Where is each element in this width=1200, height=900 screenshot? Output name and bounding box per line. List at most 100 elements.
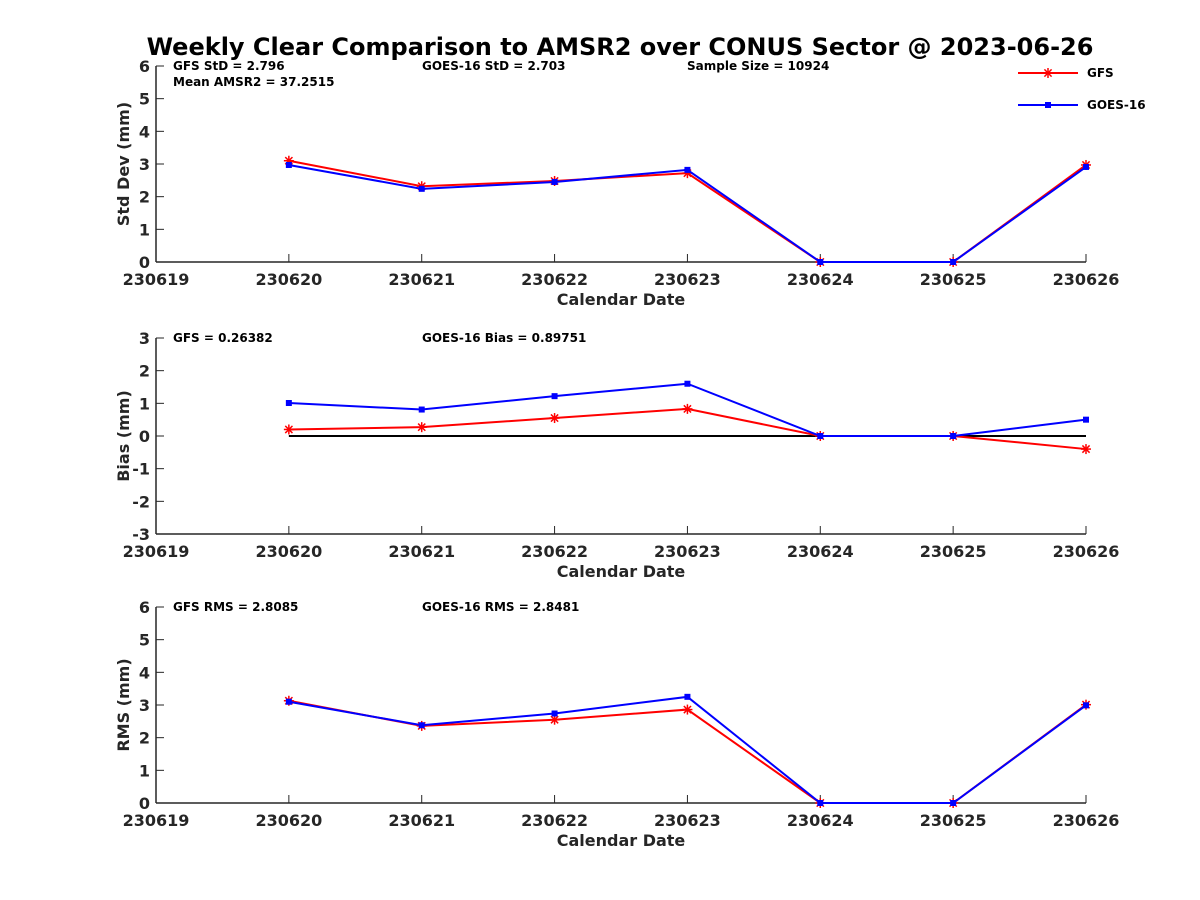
data-point-gfs — [682, 704, 693, 715]
y-tick-label: 4 — [139, 663, 150, 682]
x-tick-label: 230625 — [920, 811, 987, 830]
y-tick-label: 1 — [139, 761, 150, 780]
data-point-gfs — [416, 422, 427, 433]
x-tick-label: 230621 — [388, 811, 455, 830]
x-tick-label: 230623 — [654, 811, 721, 830]
x-tick-label: 230624 — [787, 811, 854, 830]
legend-label: GFS — [1087, 66, 1114, 80]
x-tick-label: 230623 — [654, 270, 721, 289]
x-tick-label: 230623 — [654, 542, 721, 561]
y-tick-label: 2 — [139, 362, 150, 381]
stat-annotation: GFS RMS = 2.8085 — [173, 600, 298, 614]
x-tick-label: 230620 — [255, 811, 322, 830]
x-tick-label: 230619 — [123, 270, 190, 289]
y-tick-label: 0 — [139, 253, 150, 272]
x-tick-label: 230619 — [123, 542, 190, 561]
stat-annotation: GFS = 0.26382 — [173, 331, 273, 345]
y-axis-label: Bias (mm) — [114, 390, 133, 482]
x-tick-label: 230626 — [1053, 542, 1120, 561]
data-point-gfs — [682, 403, 693, 414]
x-axis-label: Calendar Date — [557, 562, 686, 581]
legend-entry-goes-16: GOES-16 — [1018, 98, 1146, 112]
y-tick-label: -3 — [132, 525, 150, 544]
y-tick-label: 5 — [139, 90, 150, 109]
stat-annotation: GOES-16 StD = 2.703 — [422, 59, 565, 73]
y-tick-label: 2 — [139, 188, 150, 207]
data-point-goes-16 — [285, 161, 292, 168]
data-point-goes-16 — [1083, 416, 1089, 423]
panel-1: 230619 230620 230621 230622 230623 230624 2306… — [114, 57, 1119, 309]
y-tick-label: -2 — [132, 492, 150, 511]
data-point-goes-16 — [817, 800, 824, 806]
x-tick-label: 230621 — [388, 270, 455, 289]
data-point-gfs — [549, 413, 560, 424]
legend-marker — [1045, 102, 1051, 108]
stat-annotation: GOES-16 Bias = 0.89751 — [422, 331, 586, 345]
data-point-gfs — [1081, 444, 1091, 455]
y-tick-label: 5 — [139, 631, 150, 650]
legend: GFS GOES-16 — [1018, 66, 1146, 112]
data-point-goes-16 — [950, 800, 957, 806]
data-point-goes-16 — [551, 393, 558, 400]
x-tick-label: 230624 — [787, 542, 854, 561]
x-axis-label: Calendar Date — [557, 831, 686, 850]
data-point-gfs — [283, 424, 294, 435]
data-point-goes-16 — [950, 259, 957, 265]
figure-title: Weekly Clear Comparison to AMSR2 over CO… — [147, 33, 1094, 61]
y-tick-label: 3 — [139, 329, 150, 348]
data-point-goes-16 — [1083, 163, 1089, 170]
y-axis-label: Std Dev (mm) — [114, 102, 133, 226]
stat-annotation: Mean AMSR2 = 37.2515 — [173, 75, 334, 89]
x-tick-label: 230622 — [521, 811, 588, 830]
data-point-goes-16 — [684, 380, 691, 387]
y-tick-label: 6 — [139, 57, 150, 76]
data-point-goes-16 — [551, 178, 558, 185]
x-tick-label: 230620 — [255, 542, 322, 561]
x-tick-label: 230624 — [787, 270, 854, 289]
y-tick-label: 4 — [139, 122, 150, 141]
data-point-goes-16 — [817, 259, 824, 265]
panel-3: 230619 230620 230621 230622 230623 230624 2306… — [114, 598, 1119, 850]
data-point-goes-16 — [1083, 702, 1089, 709]
y-tick-label: 3 — [139, 155, 150, 174]
panel-2: 230619 230620 230621 230622 230623 230624 2306… — [114, 329, 1119, 581]
y-tick-label: 0 — [139, 427, 150, 446]
legend-entry-gfs: GFS — [1018, 66, 1114, 80]
x-tick-label: 230625 — [920, 270, 987, 289]
stat-annotation: Sample Size = 10924 — [687, 59, 829, 73]
y-tick-label: 6 — [139, 598, 150, 617]
panels: 230619 230620 230621 230622 230623 230624 2306… — [114, 57, 1119, 850]
data-point-goes-16 — [418, 406, 425, 413]
stat-annotation: GFS StD = 2.796 — [173, 59, 285, 73]
data-point-goes-16 — [418, 185, 425, 192]
data-point-goes-16 — [684, 693, 691, 700]
x-tick-label: 230619 — [123, 811, 190, 830]
data-point-goes-16 — [950, 433, 957, 439]
legend-marker — [1043, 68, 1053, 78]
x-tick-label: 230626 — [1053, 270, 1120, 289]
data-point-goes-16 — [285, 698, 292, 705]
legend-label: GOES-16 — [1087, 98, 1146, 112]
y-tick-label: 2 — [139, 729, 150, 748]
y-tick-label: 3 — [139, 696, 150, 715]
x-axis-label: Calendar Date — [557, 290, 686, 309]
data-point-goes-16 — [285, 400, 292, 407]
x-tick-label: 230625 — [920, 542, 987, 561]
data-point-goes-16 — [684, 166, 691, 173]
stat-annotation: GOES-16 RMS = 2.8481 — [422, 600, 579, 614]
data-point-goes-16 — [551, 710, 558, 717]
y-tick-label: 1 — [139, 220, 150, 239]
y-tick-label: 0 — [139, 794, 150, 813]
data-point-goes-16 — [817, 433, 824, 439]
y-axis-label: RMS (mm) — [114, 658, 133, 751]
x-tick-label: 230626 — [1053, 811, 1120, 830]
y-tick-label: -1 — [132, 460, 150, 479]
x-tick-label: 230622 — [521, 542, 588, 561]
x-tick-label: 230621 — [388, 542, 455, 561]
data-point-goes-16 — [418, 722, 425, 729]
x-tick-label: 230622 — [521, 270, 588, 289]
x-tick-label: 230620 — [255, 270, 322, 289]
y-tick-label: 1 — [139, 394, 150, 413]
